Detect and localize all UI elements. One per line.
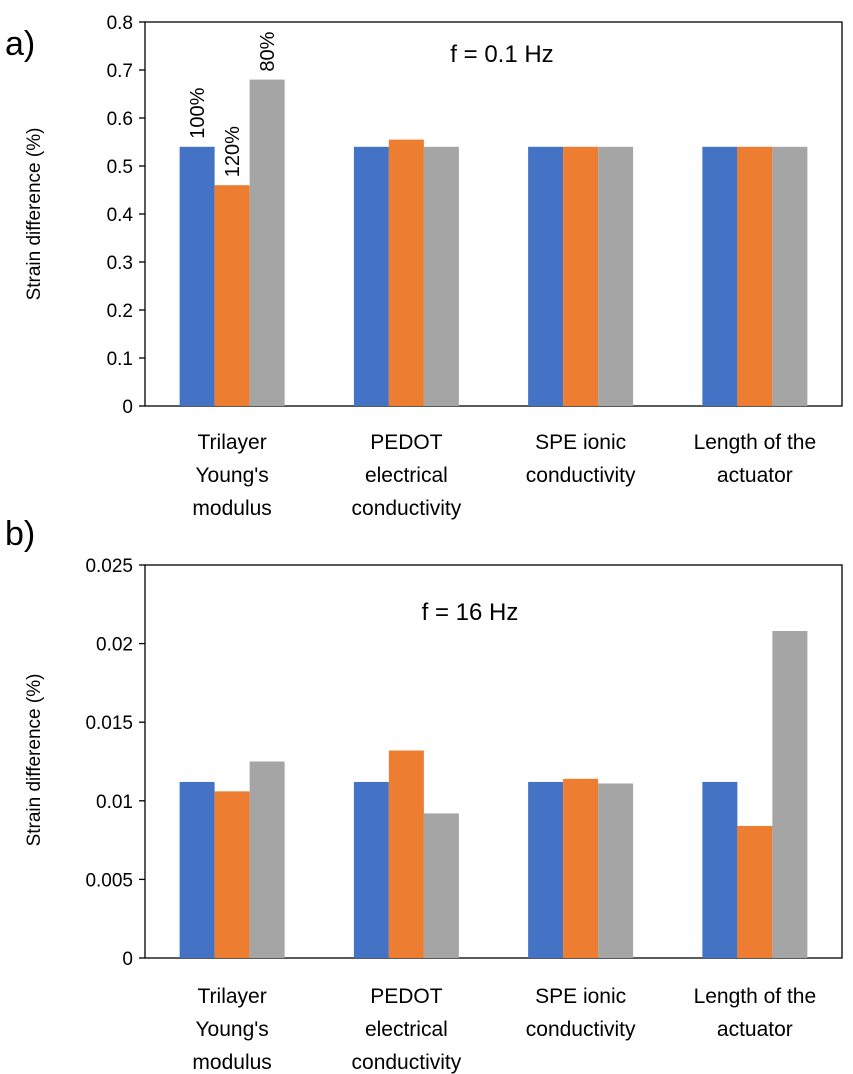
y-tick-label: 0 [122,949,133,970]
category-label-line: conductivity [352,497,462,520]
y-tick-label: 0.01 [96,792,133,813]
category-label: Trilayer Young's modulus [192,431,271,520]
category-label: Length of the actuator [694,431,817,487]
bar [214,185,250,406]
category-label-line: electrical [365,1018,448,1041]
category-label-line: PEDOT [370,431,443,454]
category-label-line: modulus [192,1051,271,1074]
chart-panel-b: 0 0.005 0.01 0.015 0.02 0.025 Strain differenc… [5,515,843,1074]
y-tick-label: 0.4 [107,205,134,226]
bar [249,761,285,958]
category-label: Length of the actuator [694,985,817,1041]
series-label: 80% [257,31,279,71]
y-tick-label: 0.025 [85,556,133,577]
y-tick-label: 0.02 [96,635,133,656]
y-tick-label: 0.6 [107,109,133,130]
y-tick-label: 0.8 [107,13,133,34]
category-label-line: conductivity [526,1018,636,1041]
category-label: PEDOT electrical conductivity [352,431,462,520]
plot-frame [144,564,843,959]
panel-label: a) [5,25,35,63]
frequency-annotation: f = 16 Hz [422,599,519,626]
category-label-line: Trilayer [198,985,267,1008]
bar [214,791,250,958]
bar [179,781,215,958]
category-label-line: Trilayer [198,431,267,454]
panel-label: b) [5,515,35,553]
bar [249,79,285,406]
category-label: SPE ionic conductivity [526,431,636,487]
y-axis-label: Strain difference (%) [24,674,45,847]
category-label-line: Length of the [694,431,817,454]
y-tick-label: 0 [122,397,133,418]
bar [353,146,389,407]
bar [702,146,738,407]
bar [598,783,634,958]
series-label: 100% [187,87,209,138]
category-label: PEDOT electrical conductivity [352,985,462,1074]
category-label-line: actuator [717,464,793,487]
category-label-line: Length of the [694,985,817,1008]
bar [737,825,773,958]
series-label: 120% [222,126,244,177]
category-label-line: PEDOT [370,985,443,1008]
bar [598,146,634,407]
bar [179,146,215,407]
bar [772,146,808,407]
category-label-line: conductivity [526,464,636,487]
category-label: SPE ionic conductivity [526,985,636,1041]
bar [388,139,424,406]
category-label-line: Young's [195,464,268,487]
bar [423,813,459,958]
y-tick-label: 0.7 [107,61,133,82]
chart-panel-a: 0 0.1 0.2 0.3 0.4 0.5 0.6 0.7 0.8 Strain differen… [5,13,843,520]
y-tick-label: 0.1 [107,349,133,370]
frequency-annotation: f = 0.1 Hz [450,41,553,68]
category-label-line: SPE ionic [535,985,626,1008]
category-label-line: actuator [717,1018,793,1041]
y-tick-label: 0.005 [85,870,133,891]
bar [563,778,599,958]
bar [423,146,459,407]
category-label-line: SPE ionic [535,431,626,454]
bar [563,146,599,407]
bar [737,146,773,407]
category-label-line: modulus [192,497,271,520]
y-tick-label: 0.015 [85,713,133,734]
bar [353,781,389,958]
category-label: Trilayer Young's modulus [192,985,271,1074]
y-tick-label: 0.5 [107,157,133,178]
bar [772,631,808,958]
bar [388,750,424,958]
category-label-line: Young's [195,1018,268,1041]
y-tick-label: 0.3 [107,253,133,274]
bar [528,146,564,407]
bar [702,781,738,958]
y-tick-label: 0.2 [107,301,133,322]
y-axis-label: Strain difference (%) [24,128,45,301]
bar [528,781,564,958]
category-label-line: conductivity [352,1051,462,1074]
category-label-line: electrical [365,464,448,487]
